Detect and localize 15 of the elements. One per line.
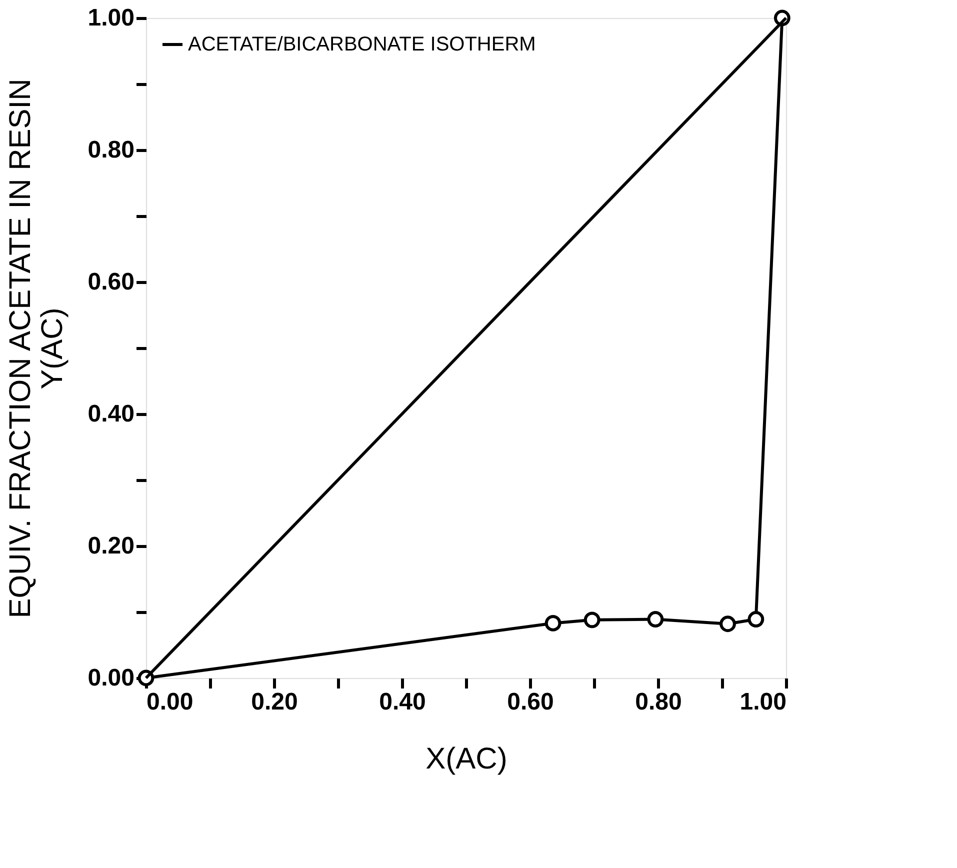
legend-label: ACETATE/BICARBONATE ISOTHERM [188, 34, 536, 56]
x-axis-title: X(AC) [426, 742, 508, 776]
y-tick-label: 0.40 [88, 400, 134, 428]
x-tick-label: 1.00 [740, 688, 786, 716]
y-tick-label: 0.80 [88, 136, 134, 164]
y-axis-title: EQUIV. FRACTION ACETATE IN RESIN Y(AC) [4, 78, 69, 618]
y-tick-label: 1.00 [88, 4, 134, 32]
y-tick-label: 0.00 [88, 664, 134, 692]
x-tick-label: 0.00 [146, 688, 194, 716]
x-tick-label: 0.60 [507, 688, 554, 716]
x-tick-label: 0.80 [635, 688, 682, 716]
y-tick-label: 0.20 [88, 532, 134, 560]
x-tick-label: 0.20 [251, 688, 298, 716]
y-tick-label: 0.60 [88, 268, 134, 296]
x-tick-label: 0.40 [379, 688, 426, 716]
